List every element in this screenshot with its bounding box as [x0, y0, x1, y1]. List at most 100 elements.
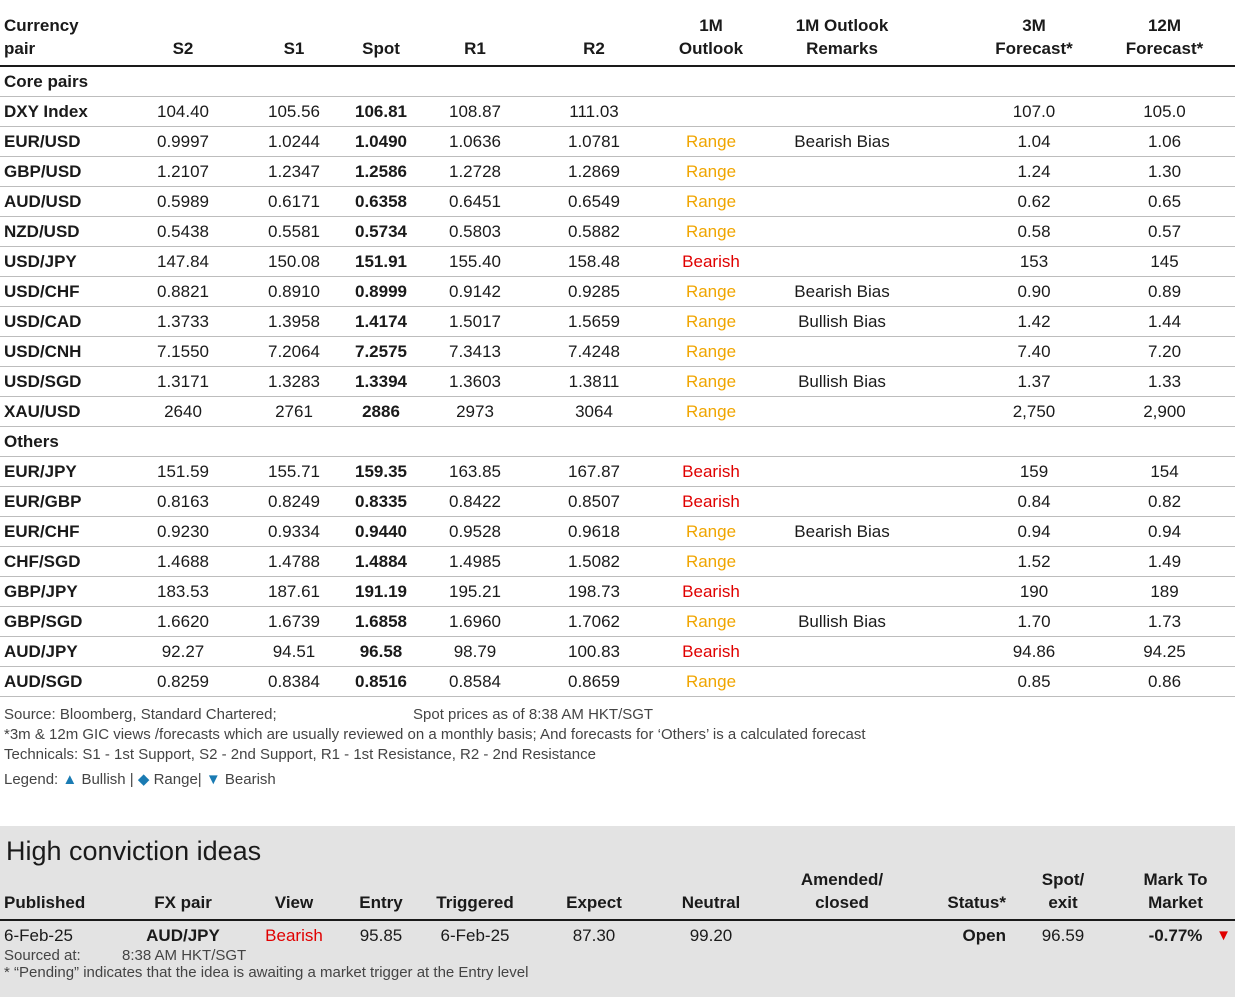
cell-f12m: 189	[1094, 576, 1235, 607]
cell-outlook: Bearish	[652, 456, 770, 487]
cell-s2: 0.8259	[126, 666, 240, 697]
cell-s1: 150.08	[240, 246, 348, 277]
cell-pair: EUR/USD	[0, 126, 126, 157]
cell-outlook: Bearish	[652, 636, 770, 667]
cell-r1: 1.2728	[414, 156, 536, 187]
cell-pair: USD/SGD	[0, 366, 126, 397]
cell-pair: USD/CNH	[0, 336, 126, 367]
cell-f12m: 1.33	[1094, 366, 1235, 397]
hc-header-triggered: Triggered	[414, 866, 536, 921]
cell-r2: 1.3811	[536, 366, 652, 397]
cell-pair: USD/CAD	[0, 306, 126, 337]
table-row: USD/CAD 1.3733 1.3958 1.4174 1.5017 1.5659 Ran…	[0, 306, 1235, 337]
cell-f12m: 1.44	[1094, 306, 1235, 337]
cell-r2: 1.5659	[536, 306, 652, 337]
cell-spacer	[914, 546, 974, 577]
hc-header-status: Status*	[914, 866, 1010, 921]
cell-spacer	[914, 456, 974, 487]
cell-f12m: 1.73	[1094, 606, 1235, 637]
table-row: XAU/USD 2640 2761 2886 2973 3064 Range 2,750 2,9…	[0, 396, 1235, 427]
cell-f3m: 190	[974, 576, 1094, 607]
cell-remarks: Bullish Bias	[770, 606, 914, 637]
cell-r2: 0.8659	[536, 666, 652, 697]
cell-s1: 155.71	[240, 456, 348, 487]
cell-spacer	[914, 126, 974, 157]
cell-spacer	[914, 336, 974, 367]
header-1m-outlook: 1M Outlook	[652, 0, 770, 67]
triangle-up-icon: ▲	[62, 771, 78, 788]
cell-r2: 0.5882	[536, 216, 652, 247]
cell-spacer	[914, 516, 974, 547]
cell-spacer	[914, 486, 974, 517]
cell-s1: 1.6739	[240, 606, 348, 637]
table-row: USD/JPY 147.84 150.08 151.91 155.40 158.48 Bea…	[0, 246, 1235, 277]
cell-s1: 187.61	[240, 576, 348, 607]
cell-pair: GBP/USD	[0, 156, 126, 187]
hc-triggered: 6-Feb-25	[440, 925, 510, 945]
cell-f12m: 1.49	[1094, 546, 1235, 577]
cell-outlook	[652, 96, 770, 127]
cell-f12m: 0.89	[1094, 276, 1235, 307]
cell-r1: 0.9528	[414, 516, 536, 547]
cell-f3m: 0.58	[974, 216, 1094, 247]
cell-r2: 100.83	[536, 636, 652, 667]
cell-remarks	[770, 546, 914, 577]
table-row: DXY Index 104.40 105.56 106.81 108.87 111.03 1…	[0, 96, 1235, 127]
cell-spacer	[914, 276, 974, 307]
cell-s2: 1.4688	[126, 546, 240, 577]
hc-header-mark-to-market: Mark To Market	[1116, 866, 1235, 921]
cell-s1: 1.3958	[240, 306, 348, 337]
cell-s2: 104.40	[126, 96, 240, 127]
cell-r1: 1.6960	[414, 606, 536, 637]
header-spot: Spot	[348, 0, 414, 67]
cell-outlook: Bearish	[652, 486, 770, 517]
cell-f12m: 0.86	[1094, 666, 1235, 697]
table-row: AUD/USD 0.5989 0.6171 0.6358 0.6451 0.6549 Ran…	[0, 186, 1235, 217]
cell-spot: 2886	[348, 396, 414, 427]
cell-s2: 1.3733	[126, 306, 240, 337]
cell-r2: 0.8507	[536, 486, 652, 517]
diamond-icon: ◆	[137, 771, 150, 788]
cell-f12m: 145	[1094, 246, 1235, 277]
cell-pair: GBP/JPY	[0, 576, 126, 607]
cell-remarks	[770, 186, 914, 217]
cell-f3m: 94.86	[974, 636, 1094, 667]
table-notes: Source: Bloomberg, Standard Chartered; S…	[4, 705, 865, 790]
header-spacer	[914, 0, 974, 67]
cell-s1: 7.2064	[240, 336, 348, 367]
cell-f12m: 0.65	[1094, 186, 1235, 217]
cell-s2: 0.5989	[126, 186, 240, 217]
cell-r1: 0.8422	[414, 486, 536, 517]
cell-outlook: Range	[652, 546, 770, 577]
cell-spot: 151.91	[348, 246, 414, 277]
legend-label: Legend:	[4, 771, 59, 788]
table-row: USD/SGD 1.3171 1.3283 1.3394 1.3603 1.3811 Ran…	[0, 366, 1235, 397]
cell-outlook: Range	[652, 396, 770, 427]
cell-r2: 0.9285	[536, 276, 652, 307]
cell-r2: 3064	[536, 396, 652, 427]
table-row: GBP/JPY 183.53 187.61 191.19 195.21 198.73 Bea…	[0, 576, 1235, 607]
cell-spot: 0.8516	[348, 666, 414, 697]
cell-spot: 1.0490	[348, 126, 414, 157]
table-row: GBP/USD 1.2107 1.2347 1.2586 1.2728 1.2869 Ran…	[0, 156, 1235, 187]
header-s1: S1	[240, 0, 348, 67]
cell-f3m: 1.04	[974, 126, 1094, 157]
cell-s2: 7.1550	[126, 336, 240, 367]
cell-spot: 0.5734	[348, 216, 414, 247]
header-r2: R2	[536, 0, 652, 67]
cell-r2: 7.4248	[536, 336, 652, 367]
cell-f3m: 1.70	[974, 606, 1094, 637]
cell-s2: 1.6620	[126, 606, 240, 637]
legend-separator: |	[129, 771, 134, 788]
cell-r1: 1.4985	[414, 546, 536, 577]
cell-pair: EUR/CHF	[0, 516, 126, 547]
legend-range: Range	[153, 771, 198, 788]
cell-s2: 92.27	[126, 636, 240, 667]
cell-s2: 1.3171	[126, 366, 240, 397]
header-r1: R1	[414, 0, 536, 67]
cell-spacer	[914, 96, 974, 127]
high-conviction-title: High conviction ideas	[6, 836, 262, 866]
section-header-others: Others	[0, 426, 1235, 457]
cell-f3m: 1.42	[974, 306, 1094, 337]
cell-r1: 0.8584	[414, 666, 536, 697]
